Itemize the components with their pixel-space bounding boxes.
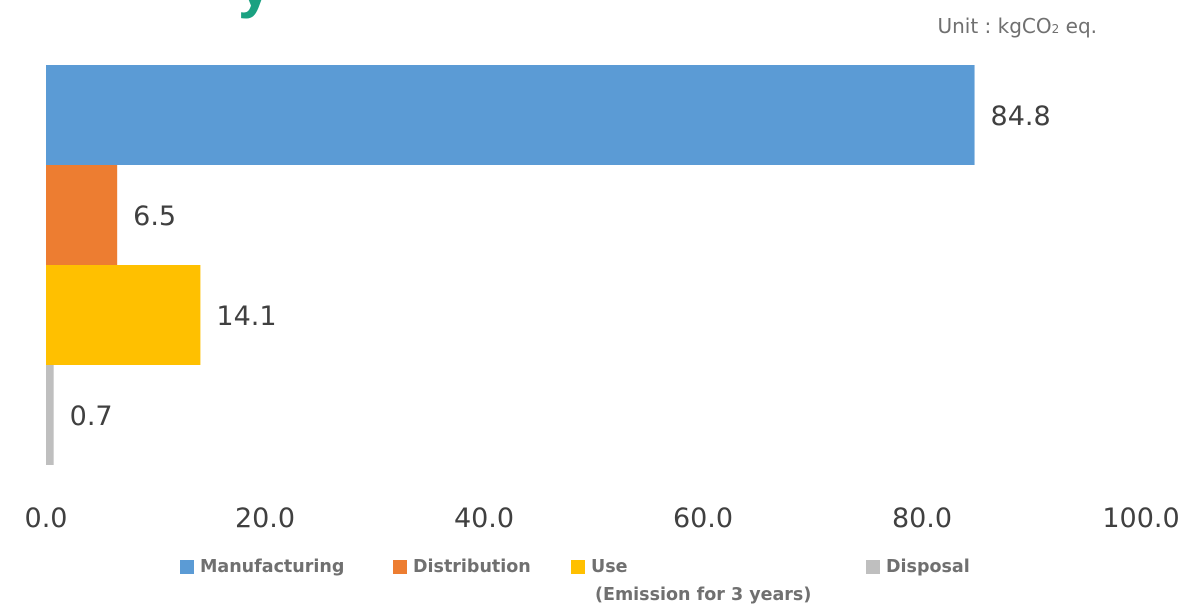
data-label-disposal: 0.7 [70,401,113,432]
x-tick-label: 80.0 [892,503,952,534]
bar-manufacturing [46,65,975,165]
unit-suffix: eq. [1059,14,1097,38]
chart-title-fragment: y [238,0,271,16]
data-label-distribution: 6.5 [133,201,176,232]
bar-distribution [46,165,118,265]
x-tick-label: 100.0 [1102,503,1179,534]
x-tick-label: 20.0 [235,503,295,534]
data-label-manufacturing: 84.8 [991,101,1051,132]
legend-label-disposal: Disposal [886,557,970,577]
unit-label-text: Unit : kgCO [937,14,1052,38]
legend-item-use: Use [571,557,628,577]
legend-label-manufacturing: Manufacturing [200,557,345,577]
unit-subscript: 2 [1051,22,1060,36]
legend-swatch-manufacturing [180,560,194,574]
legend-swatch-disposal [866,560,880,574]
legend-item-disposal: Disposal [866,557,970,577]
legend-label-distribution: Distribution [413,557,531,577]
x-tick-label: 40.0 [454,503,514,534]
bar-use [46,265,201,365]
legend-note: (Emission for 3 years) [595,585,812,605]
legend-swatch-use [571,560,585,574]
data-label-use: 14.1 [216,301,276,332]
unit-label: Unit : kgCO2 eq. [937,14,1097,38]
legend-item-manufacturing: Manufacturing [180,557,344,577]
legend-item-distribution: Distribution [393,557,531,577]
legend-swatch-distribution [393,560,407,574]
bar-disposal [46,365,54,465]
legend-label-use: Use [591,557,628,577]
x-tick-label: 0.0 [25,503,68,534]
x-tick-label: 60.0 [673,503,733,534]
bar-chart: 84.8 6.5 14.1 0.7 0.0 20.0 40.0 60.0 80.0 100.0 [25,65,1180,534]
chart-legend: Manufacturing Distribution Use Disposal … [0,557,1195,612]
